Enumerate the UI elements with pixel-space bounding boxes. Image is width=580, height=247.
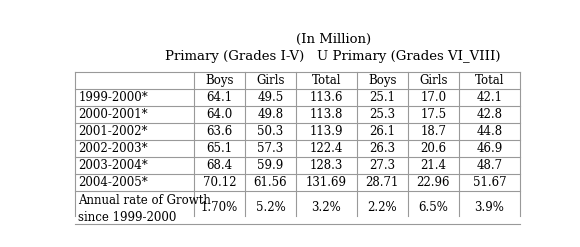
Text: Girls: Girls	[256, 74, 285, 87]
Text: 65.1: 65.1	[206, 142, 233, 155]
Text: 2003-2004*: 2003-2004*	[78, 159, 148, 172]
Text: 42.1: 42.1	[476, 91, 502, 104]
Text: 26.1: 26.1	[369, 125, 396, 138]
Text: 49.8: 49.8	[258, 108, 284, 121]
Text: 57.3: 57.3	[258, 142, 284, 155]
Text: 64.0: 64.0	[206, 108, 233, 121]
Text: 25.3: 25.3	[369, 108, 396, 121]
Text: 59.9: 59.9	[258, 159, 284, 172]
Text: 49.5: 49.5	[258, 91, 284, 104]
Text: 113.6: 113.6	[310, 91, 343, 104]
Text: 26.3: 26.3	[369, 142, 396, 155]
Text: 22.96: 22.96	[416, 176, 450, 189]
Text: Primary (Grades I-V)   U Primary (Grades VI_VIII): Primary (Grades I-V) U Primary (Grades V…	[165, 50, 501, 62]
Text: 61.56: 61.56	[253, 176, 287, 189]
Text: Annual rate of Growth
since 1999-2000: Annual rate of Growth since 1999-2000	[78, 194, 211, 225]
Text: 5.2%: 5.2%	[256, 201, 285, 214]
Text: (In Million): (In Million)	[296, 33, 371, 45]
Text: 51.67: 51.67	[473, 176, 506, 189]
Text: 2001-2002*: 2001-2002*	[78, 125, 148, 138]
Text: 44.8: 44.8	[476, 125, 502, 138]
Text: 131.69: 131.69	[306, 176, 347, 189]
Text: 113.9: 113.9	[310, 125, 343, 138]
Text: 3.2%: 3.2%	[311, 201, 341, 214]
Text: 3.9%: 3.9%	[474, 201, 504, 214]
Text: 2002-2003*: 2002-2003*	[78, 142, 148, 155]
Text: 68.4: 68.4	[206, 159, 233, 172]
Text: 46.9: 46.9	[476, 142, 502, 155]
Text: Boys: Boys	[368, 74, 397, 87]
Text: 20.6: 20.6	[420, 142, 447, 155]
Text: Boys: Boys	[205, 74, 234, 87]
Text: 48.7: 48.7	[476, 159, 502, 172]
Text: 2004-2005*: 2004-2005*	[78, 176, 148, 189]
Text: 70.12: 70.12	[202, 176, 236, 189]
Text: 2.2%: 2.2%	[368, 201, 397, 214]
Text: 17.5: 17.5	[420, 108, 447, 121]
Text: 50.3: 50.3	[258, 125, 284, 138]
Text: Total: Total	[311, 74, 341, 87]
Text: 21.4: 21.4	[420, 159, 447, 172]
Text: 6.5%: 6.5%	[419, 201, 448, 214]
Text: 18.7: 18.7	[420, 125, 447, 138]
Text: 42.8: 42.8	[476, 108, 502, 121]
Text: Girls: Girls	[419, 74, 448, 87]
Text: 28.71: 28.71	[365, 176, 399, 189]
Text: 122.4: 122.4	[310, 142, 343, 155]
Text: 1.70%: 1.70%	[201, 201, 238, 214]
Text: 2000-2001*: 2000-2001*	[78, 108, 148, 121]
Text: 63.6: 63.6	[206, 125, 233, 138]
Text: Total: Total	[474, 74, 504, 87]
Text: 17.0: 17.0	[420, 91, 447, 104]
Text: 64.1: 64.1	[206, 91, 233, 104]
Text: 27.3: 27.3	[369, 159, 396, 172]
Text: 113.8: 113.8	[310, 108, 343, 121]
Text: 128.3: 128.3	[310, 159, 343, 172]
Text: 25.1: 25.1	[369, 91, 396, 104]
Text: 1999-2000*: 1999-2000*	[78, 91, 148, 104]
